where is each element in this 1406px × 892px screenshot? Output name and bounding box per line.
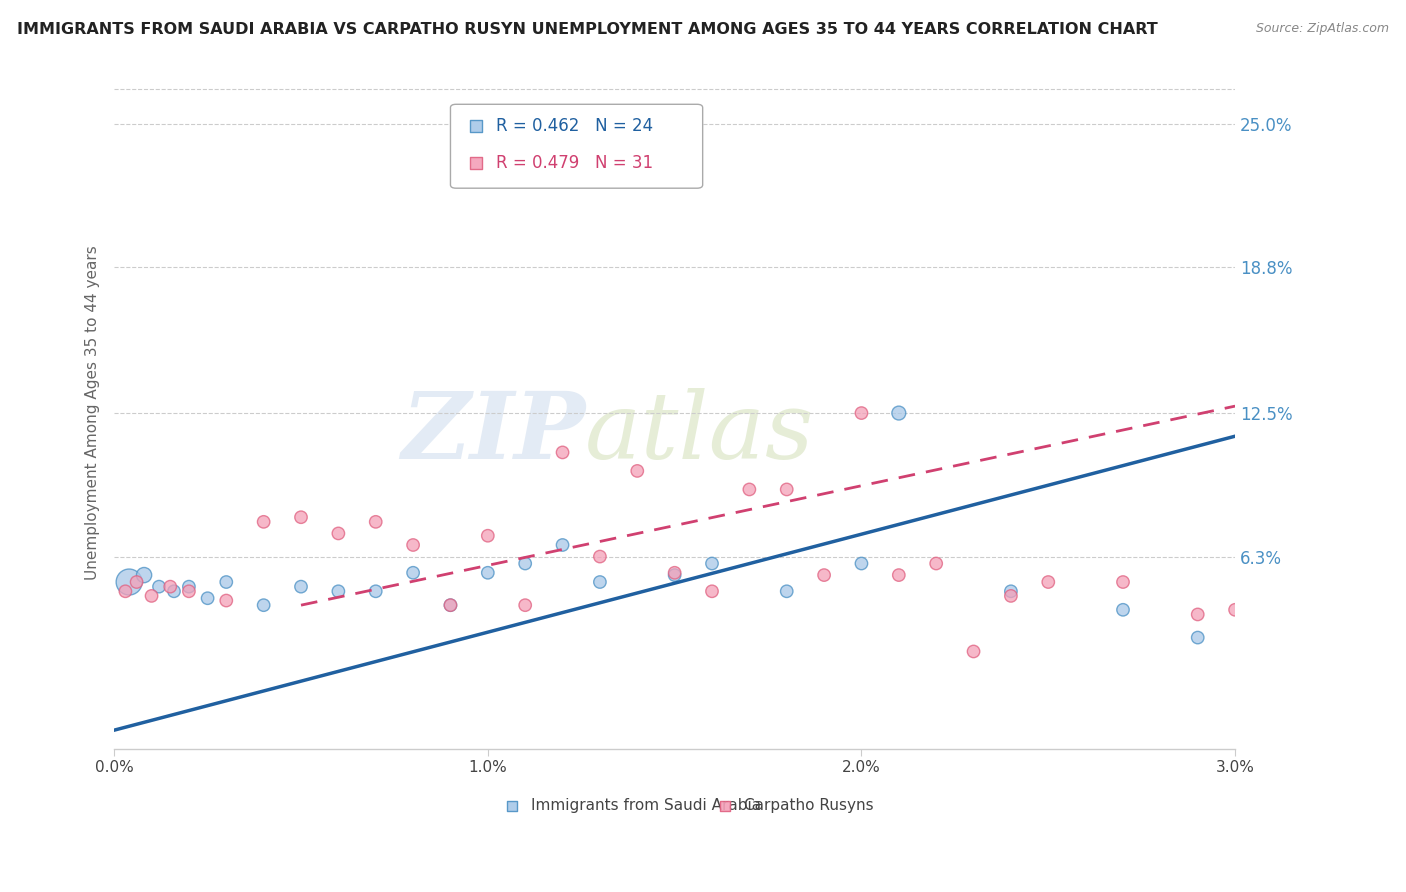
Point — [148, 580, 170, 594]
Point — [1000, 584, 1022, 599]
Point — [776, 483, 799, 497]
Point — [813, 568, 835, 582]
FancyBboxPatch shape — [450, 104, 703, 188]
Point — [551, 538, 574, 552]
Text: R = 0.479   N = 31: R = 0.479 N = 31 — [496, 153, 654, 171]
Point — [962, 644, 984, 658]
Point — [125, 574, 148, 589]
Point — [215, 593, 238, 607]
Point — [177, 584, 200, 599]
Point — [664, 568, 686, 582]
Point — [159, 580, 181, 594]
Text: R = 0.462   N = 24: R = 0.462 N = 24 — [496, 118, 654, 136]
Point — [290, 580, 312, 594]
Text: atlas: atlas — [585, 388, 814, 478]
Point — [163, 584, 186, 599]
Point — [738, 483, 761, 497]
Point — [402, 538, 425, 552]
Point — [1112, 574, 1135, 589]
Point — [328, 584, 350, 599]
Point — [439, 598, 461, 612]
Point — [551, 445, 574, 459]
Point — [1000, 589, 1022, 603]
Text: Source: ZipAtlas.com: Source: ZipAtlas.com — [1256, 22, 1389, 36]
Text: Immigrants from Saudi Arabia: Immigrants from Saudi Arabia — [531, 798, 761, 814]
Point — [1038, 574, 1060, 589]
Point — [364, 584, 387, 599]
Point — [328, 526, 350, 541]
Point — [776, 584, 799, 599]
Point — [402, 566, 425, 580]
Point — [851, 557, 873, 571]
Point — [197, 591, 219, 606]
Point — [290, 510, 312, 524]
Point — [141, 589, 163, 603]
Point — [664, 566, 686, 580]
Point — [177, 580, 200, 594]
Point — [253, 598, 276, 612]
Point — [118, 574, 141, 589]
Point — [253, 515, 276, 529]
Point — [851, 406, 873, 420]
Point — [132, 568, 155, 582]
Point — [1223, 603, 1246, 617]
Y-axis label: Unemployment Among Ages 35 to 44 years: Unemployment Among Ages 35 to 44 years — [86, 245, 100, 581]
Point — [439, 598, 461, 612]
Point — [215, 574, 238, 589]
Point — [114, 584, 136, 599]
Text: IMMIGRANTS FROM SAUDI ARABIA VS CARPATHO RUSYN UNEMPLOYMENT AMONG AGES 35 TO 44 : IMMIGRANTS FROM SAUDI ARABIA VS CARPATHO… — [17, 22, 1157, 37]
Point — [925, 557, 948, 571]
Point — [1187, 631, 1209, 645]
Point — [515, 557, 537, 571]
Text: Carpatho Rusyns: Carpatho Rusyns — [744, 798, 873, 814]
Point — [477, 529, 499, 543]
Point — [700, 557, 723, 571]
Point — [1112, 603, 1135, 617]
Point — [887, 406, 910, 420]
Point — [1187, 607, 1209, 622]
Point — [589, 549, 612, 564]
Point — [887, 568, 910, 582]
Point — [364, 515, 387, 529]
Point — [477, 566, 499, 580]
Point — [515, 598, 537, 612]
Point — [589, 574, 612, 589]
Point — [626, 464, 648, 478]
Point — [700, 584, 723, 599]
Text: ZIP: ZIP — [401, 388, 585, 478]
